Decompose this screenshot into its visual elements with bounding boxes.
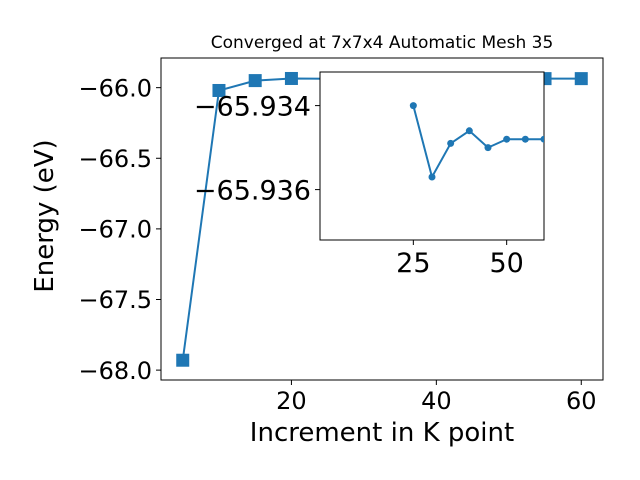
inset-data-point <box>484 144 492 152</box>
inset-y-tick-label: −65.936 <box>194 175 311 206</box>
inset-data-point <box>540 135 544 143</box>
main-data-point <box>248 74 262 88</box>
inset-data-point <box>521 135 529 143</box>
x-axis-label: Increment in K point <box>250 418 514 448</box>
inset-data-point <box>428 173 436 181</box>
main-x-tick-label: 60 <box>566 387 597 415</box>
main-y-tick-label: −68.0 <box>78 357 152 385</box>
main-x-tick-label: 20 <box>276 387 307 415</box>
inset-data-point <box>409 102 417 110</box>
main-data-point <box>284 71 298 85</box>
inset-plot-area: 25 50 −65.936 −65.934 <box>194 71 545 279</box>
main-data-point <box>574 72 588 86</box>
inset-data-point <box>465 127 473 135</box>
main-y-tick-label: −67.0 <box>78 216 152 244</box>
main-data-point <box>212 83 226 97</box>
inset-x-tick-label: 50 <box>489 248 523 279</box>
main-data-point <box>176 353 190 367</box>
inset-y-tick-label: −65.934 <box>194 91 311 122</box>
chart-title: Converged at 7x7x4 Automatic Mesh 35 <box>211 33 554 53</box>
main-y-tick-label: −67.5 <box>78 286 152 314</box>
main-x-tick-label: 40 <box>421 387 452 415</box>
inset-series-group <box>409 102 544 181</box>
inset-x-tick-label: 25 <box>396 248 430 279</box>
inset-data-point <box>503 135 511 143</box>
main-y-tick-label: −66.5 <box>78 145 152 173</box>
inset-data-point <box>447 139 455 147</box>
inset-frame <box>319 71 545 241</box>
main-y-tick-label: −66.0 <box>78 74 152 102</box>
y-axis-label: Energy (eV) <box>30 139 60 292</box>
